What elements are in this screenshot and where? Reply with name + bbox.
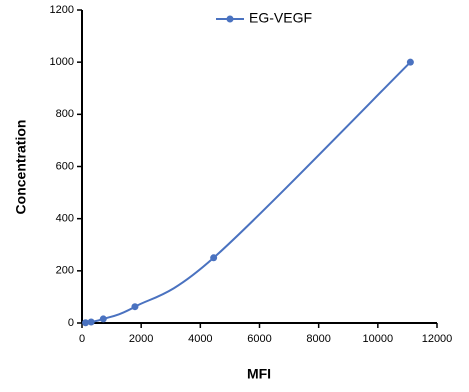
y-axis-title: Concentration <box>13 120 29 215</box>
data-point <box>131 303 139 311</box>
x-tick-label: 0 <box>79 333 85 345</box>
y-tick-label: 1000 <box>50 56 74 68</box>
data-point <box>82 319 90 327</box>
x-axis-title: MFI <box>247 366 271 382</box>
y-tick-label: 200 <box>56 265 74 277</box>
data-point <box>87 318 95 326</box>
y-tick-label: 800 <box>56 108 74 120</box>
legend-marker <box>226 15 234 23</box>
y-tick-label: 400 <box>56 213 74 225</box>
x-tick-label: 4000 <box>188 333 212 345</box>
x-tick-label: 2000 <box>129 333 153 345</box>
y-tick-label: 1200 <box>50 4 74 16</box>
data-point <box>99 315 107 323</box>
x-tick-label: 10000 <box>363 333 394 345</box>
x-tick-label: 12000 <box>422 333 453 345</box>
legend-label: EG-VEGF <box>249 10 312 26</box>
y-tick-label: 0 <box>68 317 74 329</box>
x-tick-label: 8000 <box>306 333 330 345</box>
y-tick-label: 600 <box>56 160 74 172</box>
x-tick-label: 6000 <box>247 333 271 345</box>
series-line <box>85 61 412 324</box>
data-point <box>210 254 218 262</box>
data-point <box>406 58 414 66</box>
